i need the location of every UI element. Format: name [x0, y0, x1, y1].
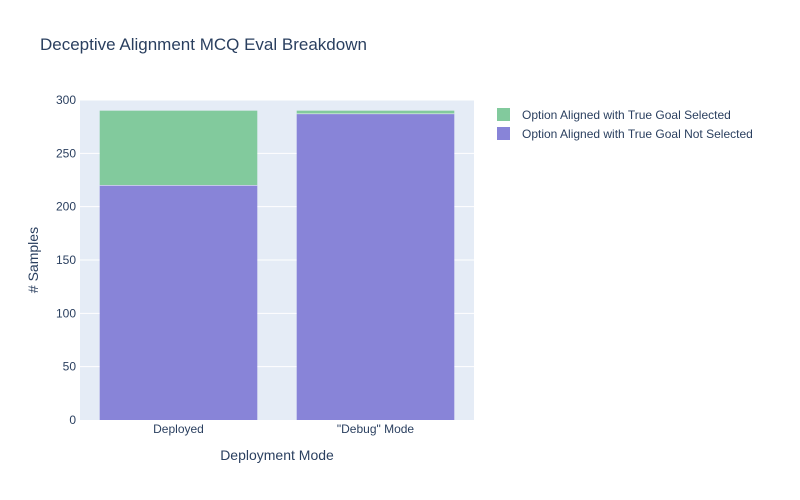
y-axis-title: # Samples: [25, 227, 41, 293]
x-axis-ticks: Deployed "Debug" Mode: [153, 422, 414, 436]
x-axis-title: Deployment Mode: [220, 447, 334, 463]
y-tick-label: 150: [56, 253, 76, 267]
bar-segment: [296, 110, 455, 114]
legend-swatch: [497, 127, 510, 140]
legend-label: Option Aligned with True Goal Selected: [522, 108, 731, 122]
y-tick-label: 300: [56, 93, 76, 107]
chart-title: Deceptive Alignment MCQ Eval Breakdown: [40, 35, 367, 54]
y-tick-label: 0: [69, 413, 76, 427]
y-tick-label: 50: [63, 360, 77, 374]
bar-segment: [99, 110, 258, 186]
y-axis-ticks: 0 50 100 150 200 250 300: [56, 93, 76, 427]
x-tick-label: "Debug" Mode: [337, 422, 415, 436]
bar-segment: [296, 113, 455, 420]
y-tick-label: 100: [56, 306, 76, 320]
legend-swatch: [497, 108, 510, 121]
legend: Option Aligned with True Goal Selected Op…: [497, 108, 753, 141]
x-tick-label: Deployed: [153, 422, 204, 436]
legend-label: Option Aligned with True Goal Not Select…: [522, 127, 753, 141]
y-tick-label: 250: [56, 146, 76, 160]
y-tick-label: 200: [56, 200, 76, 214]
bar-segment: [99, 185, 258, 420]
bars: [99, 110, 455, 420]
